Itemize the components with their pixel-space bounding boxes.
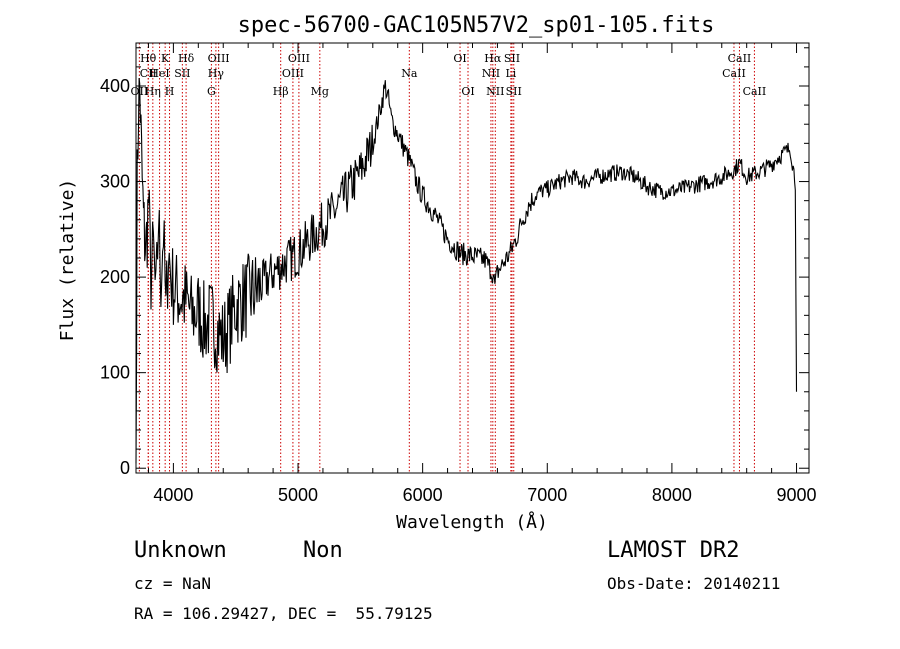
x-axis-ticks: 4000 5000 6000 7000 8000 9000 — [147, 43, 817, 505]
line-label-21: NII — [486, 85, 504, 98]
redshift-value: cz = NaN — [134, 574, 212, 593]
line-label-8: Hδ — [178, 52, 195, 65]
line-label-27: CaII — [743, 85, 767, 98]
line-label-10: Hγ — [208, 67, 225, 80]
chart-title: spec-56700-GAC105N57V2_sp01-105.fits — [238, 13, 715, 38]
spectral-line-markers — [138, 43, 755, 473]
x-tick-label-4: 8000 — [652, 485, 692, 505]
line-label-22: SII — [504, 52, 520, 65]
y-tick-label-4: 400 — [100, 76, 130, 96]
x-tick-label-0: 4000 — [153, 485, 193, 505]
line-label-26: CaII — [722, 67, 746, 80]
line-label-2: CII — [140, 67, 157, 80]
line-label-25: CaII — [728, 52, 752, 65]
x-tick-label-3: 7000 — [527, 485, 567, 505]
x-tick-label-2: 6000 — [403, 485, 443, 505]
survey-name: LAMOST DR2 — [607, 538, 740, 563]
object-class: Unknown — [134, 538, 227, 563]
x-tick-label-5: 9000 — [777, 485, 817, 505]
line-label-14: OIII — [282, 67, 304, 80]
line-label-20: NII — [482, 67, 500, 80]
line-label-18: OI — [461, 85, 474, 98]
line-label-13: OIII — [288, 52, 310, 65]
line-label-1: Hθ — [140, 52, 157, 65]
line-label-11: G — [207, 85, 216, 98]
line-label-4: K — [161, 52, 170, 65]
x-axis-label: Wavelength (Å) — [396, 511, 548, 533]
line-label-15: Mg — [311, 85, 329, 98]
y-axis-label: Flux (relative) — [57, 179, 78, 342]
spectrum-line — [135, 77, 798, 464]
line-label-7: SII — [174, 67, 190, 80]
y-tick-label-0: 0 — [120, 458, 130, 478]
line-label-19: Hα — [484, 52, 502, 65]
coordinates: RA = 106.29427, DEC = 55.79125 — [134, 604, 433, 623]
y-tick-label-2: 200 — [100, 267, 130, 287]
object-subclass: Non — [303, 538, 343, 563]
line-label-16: Na — [401, 67, 418, 80]
y-tick-label-3: 300 — [100, 172, 130, 192]
line-label-5: HeI — [149, 67, 169, 80]
line-label-6: H — [165, 85, 175, 98]
y-axis-ticks: 0 100 200 300 400 — [100, 47, 809, 478]
spectrum-trace — [135, 77, 798, 464]
y-tick-label-1: 100 — [100, 363, 130, 383]
x-tick-label-1: 5000 — [278, 485, 318, 505]
line-label-24: SII — [506, 85, 522, 98]
line-label-3: Hη — [145, 85, 161, 98]
line-label-23: Li — [505, 67, 516, 80]
line-label-9: OIII — [208, 52, 230, 65]
line-label-17: OI — [453, 52, 466, 65]
observation-date: Obs-Date: 20140211 — [607, 574, 781, 593]
line-label-12: Hβ — [273, 85, 289, 98]
